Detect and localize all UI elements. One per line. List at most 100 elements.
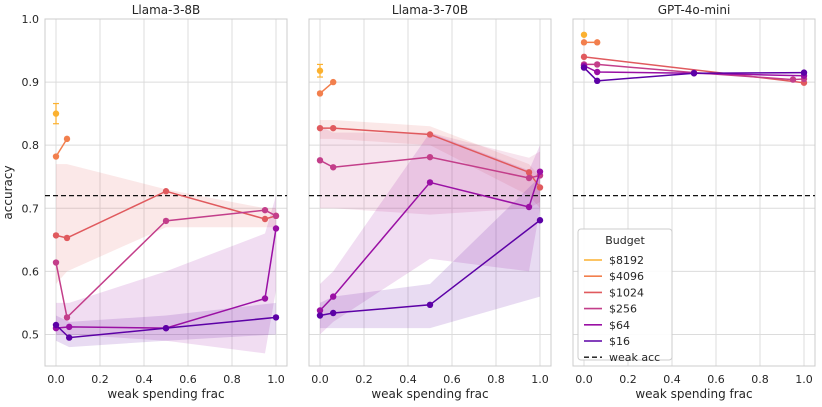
x-tick-label: 0.8 bbox=[223, 373, 241, 386]
data-point-usd4096 bbox=[52, 153, 60, 160]
data-point-usd64 bbox=[330, 293, 337, 300]
legend-title: Budget bbox=[605, 234, 645, 247]
panel-title: Llama-3-8B bbox=[132, 3, 201, 17]
x-tick-label: 1.0 bbox=[795, 373, 813, 386]
data-point-usd1024 bbox=[63, 234, 71, 242]
data-point-usd1024 bbox=[330, 124, 337, 132]
data-point-usd256 bbox=[261, 206, 269, 214]
data-point-usd8192 bbox=[52, 110, 60, 117]
series-line-usd16 bbox=[55, 316, 277, 339]
x-tick-label: 0.0 bbox=[47, 373, 65, 386]
data-point-usd1024 bbox=[580, 53, 588, 61]
series-line-usd16 bbox=[583, 67, 805, 82]
data-point-usd16 bbox=[52, 321, 60, 329]
panel-0 bbox=[44, 18, 288, 367]
data-point-usd64 bbox=[316, 307, 324, 314]
data-point-usd64 bbox=[536, 168, 544, 175]
data-point-usd64 bbox=[261, 295, 269, 302]
x-tick-label: 1.0 bbox=[531, 373, 549, 386]
data-point-usd1024 bbox=[261, 215, 269, 223]
y-tick-label: 0.7 bbox=[22, 202, 40, 215]
x-tick-label: 0.4 bbox=[399, 373, 417, 386]
x-tick-label: 0.6 bbox=[443, 373, 461, 386]
x-tick-label: 0.2 bbox=[91, 373, 109, 386]
legend-label: $8192 bbox=[609, 254, 644, 267]
data-point-usd8192 bbox=[316, 67, 324, 74]
data-point-usd64 bbox=[525, 203, 533, 211]
ci-band-usd64 bbox=[56, 195, 276, 354]
x-axis-label: weak spending frac bbox=[635, 387, 752, 401]
panel-1 bbox=[308, 18, 552, 367]
data-point-usd16 bbox=[800, 69, 808, 76]
data-point-usd64 bbox=[272, 225, 280, 232]
data-point-usd16 bbox=[536, 217, 544, 224]
data-point-usd256 bbox=[52, 259, 60, 266]
data-point-usd256 bbox=[162, 217, 170, 225]
x-tick-label: 0.2 bbox=[619, 373, 637, 386]
data-point-usd16 bbox=[580, 64, 588, 71]
ci-band-usd256 bbox=[320, 126, 540, 215]
legend-label: $16 bbox=[609, 335, 630, 348]
data-point-usd256 bbox=[63, 314, 71, 321]
legend-label-weak: weak acc bbox=[609, 351, 660, 364]
legend-label: $4096 bbox=[609, 270, 644, 283]
x-tick-label: 0.4 bbox=[135, 373, 153, 386]
data-point-usd256 bbox=[789, 76, 797, 83]
panel-frame bbox=[308, 18, 552, 367]
series-line-usd64 bbox=[583, 65, 805, 77]
data-point-usd16 bbox=[66, 334, 73, 341]
data-point-usd8192 bbox=[580, 31, 588, 38]
x-tick-label: 0.0 bbox=[311, 373, 329, 386]
data-point-usd1024 bbox=[536, 184, 544, 191]
data-point-usd1024 bbox=[525, 169, 533, 176]
x-tick-label: 1.0 bbox=[267, 373, 285, 386]
legend-label: $1024 bbox=[609, 286, 644, 299]
ci-band-usd16 bbox=[320, 176, 540, 329]
series-line-usd4096 bbox=[55, 138, 68, 157]
data-point-usd64 bbox=[66, 323, 73, 331]
panel-title: Llama-3-70B bbox=[392, 3, 468, 17]
y-tick-label: 0.5 bbox=[22, 328, 40, 341]
x-tick-label: 0.2 bbox=[355, 373, 373, 386]
ci-band-usd64 bbox=[320, 132, 540, 335]
x-tick-label: 0.6 bbox=[179, 373, 197, 386]
series-line-usd16 bbox=[319, 219, 541, 317]
x-tick-label: 0.6 bbox=[707, 373, 725, 386]
legend: Budget $8192 $4096 $1024 $256 $64 $16 weak acc bbox=[577, 228, 673, 364]
panel-frame bbox=[572, 18, 816, 367]
data-point-usd16 bbox=[426, 301, 434, 309]
data-point-usd256 bbox=[316, 157, 324, 164]
x-tick-label: 0.8 bbox=[751, 373, 769, 386]
data-point-usd256 bbox=[272, 212, 280, 220]
panel-title: GPT-4o-mini bbox=[658, 3, 731, 17]
data-point-usd16 bbox=[594, 77, 601, 85]
y-tick-label: 1.0 bbox=[22, 13, 40, 26]
y-axis-label: accuracy bbox=[1, 165, 15, 219]
y-tick-label: 0.6 bbox=[22, 265, 40, 278]
data-point-usd256 bbox=[594, 61, 601, 68]
x-axis-label: weak spending frac bbox=[107, 387, 224, 401]
data-point-usd4096 bbox=[63, 135, 71, 143]
data-point-usd4096 bbox=[330, 78, 337, 86]
x-tick-label: 0.4 bbox=[663, 373, 681, 386]
data-point-usd64 bbox=[426, 179, 434, 186]
data-point-usd16 bbox=[316, 312, 324, 319]
data-point-usd256 bbox=[330, 164, 337, 171]
legend-label: $64 bbox=[609, 319, 630, 332]
legend-label: $256 bbox=[609, 303, 637, 316]
x-tick-label: 0.8 bbox=[487, 373, 505, 386]
data-point-usd16 bbox=[272, 314, 280, 321]
data-point-usd256 bbox=[426, 153, 434, 161]
data-point-usd4096 bbox=[594, 39, 601, 46]
data-point-usd4096 bbox=[580, 39, 588, 46]
data-point-usd1024 bbox=[426, 131, 434, 138]
y-tick-label: 0.9 bbox=[22, 76, 40, 89]
x-tick-label: 0.0 bbox=[575, 373, 593, 386]
data-point-usd1024 bbox=[52, 232, 60, 239]
data-point-usd256 bbox=[525, 174, 533, 182]
y-tick-label: 0.8 bbox=[22, 139, 40, 152]
data-point-usd4096 bbox=[316, 90, 324, 97]
data-point-usd1024 bbox=[162, 188, 170, 195]
data-point-usd16 bbox=[162, 324, 170, 332]
